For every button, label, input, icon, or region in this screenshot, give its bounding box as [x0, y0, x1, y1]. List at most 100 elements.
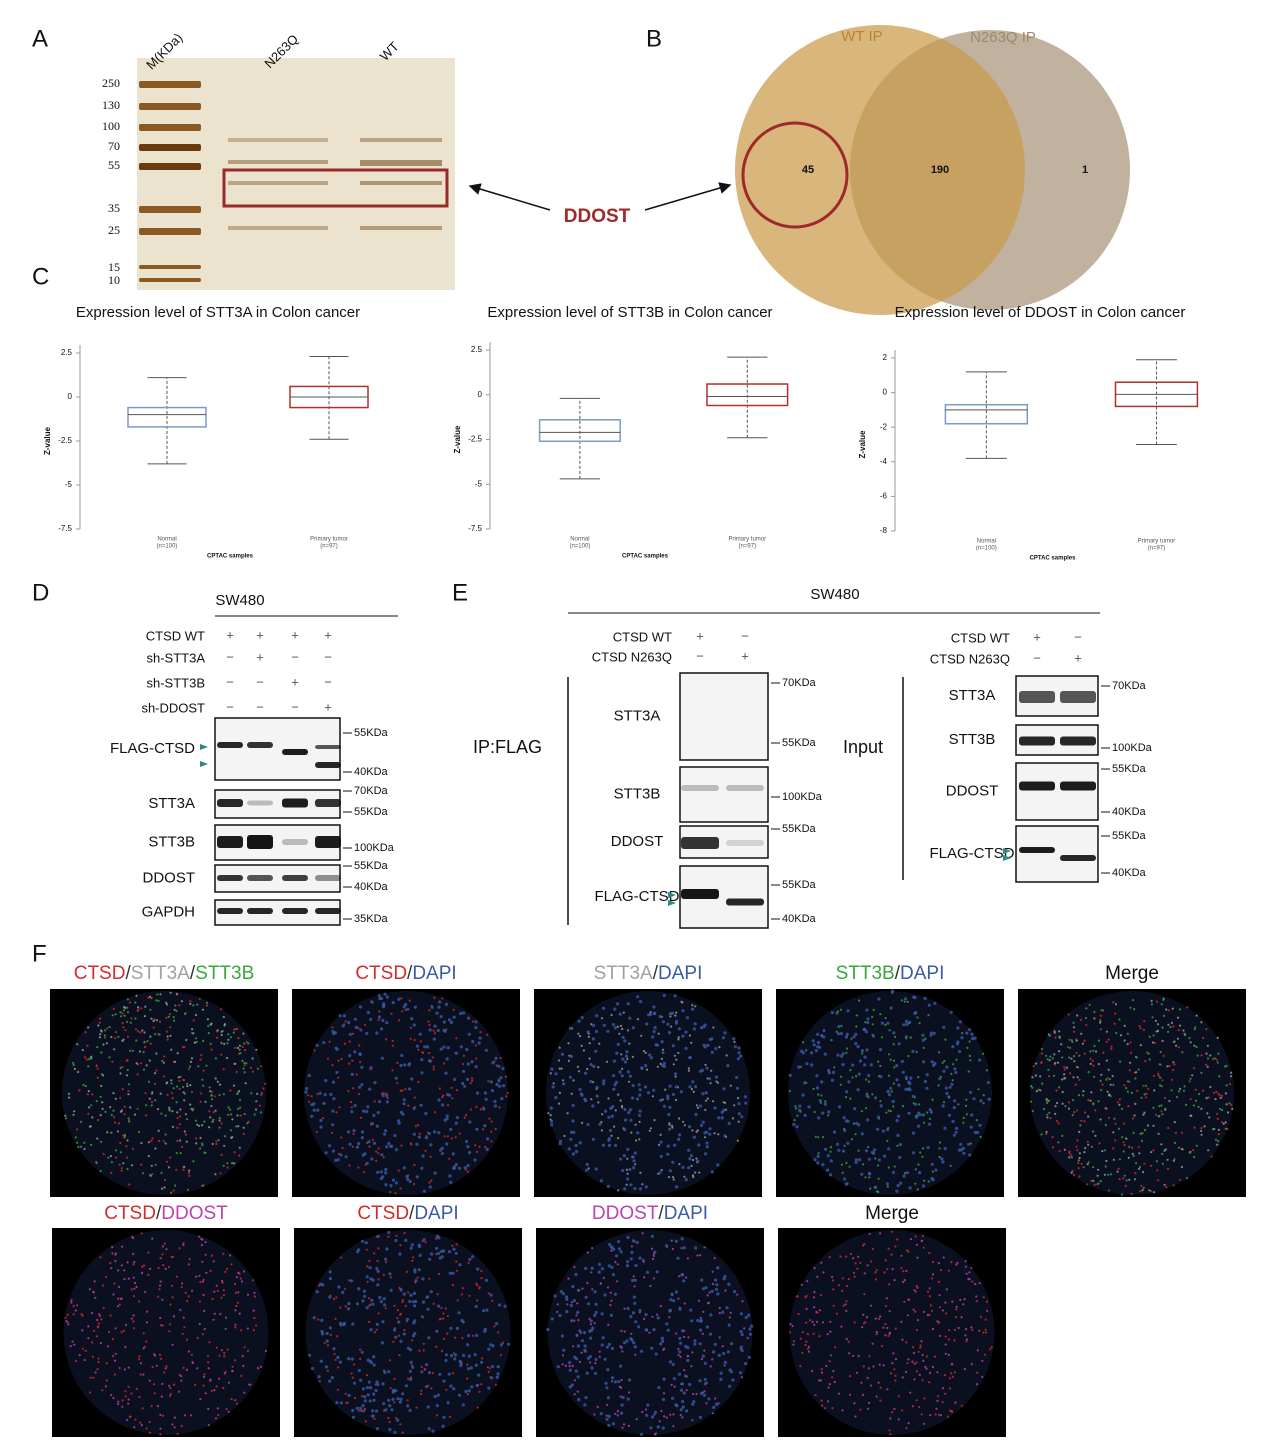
signal [94, 1371, 97, 1374]
signal [1218, 1094, 1221, 1097]
signal [377, 1015, 382, 1019]
signal [357, 1142, 361, 1146]
signal [843, 1144, 846, 1147]
signal [813, 1267, 816, 1270]
signal [905, 1171, 910, 1175]
signal [83, 1056, 87, 1059]
signal [679, 1090, 684, 1094]
signal [921, 1184, 926, 1188]
signal [490, 1120, 493, 1123]
signal [671, 1126, 674, 1129]
signal [632, 1275, 635, 1278]
signal [798, 1104, 802, 1108]
signal [469, 1108, 472, 1111]
signal [978, 1123, 982, 1127]
signal [98, 1312, 101, 1316]
signal [484, 1048, 488, 1052]
signal [692, 1158, 695, 1162]
signal [360, 1083, 364, 1087]
signal [949, 1010, 953, 1014]
signal [405, 1174, 409, 1179]
signal [862, 1244, 865, 1247]
signal [381, 1018, 385, 1023]
signal [731, 1117, 735, 1120]
signal [597, 1101, 600, 1104]
signal [1122, 1150, 1125, 1153]
signal [170, 1191, 173, 1194]
signal [440, 1146, 444, 1150]
signal [951, 1079, 954, 1082]
signal [1134, 1102, 1137, 1105]
signal [422, 1342, 425, 1345]
signal [92, 1376, 95, 1379]
signal [121, 1405, 124, 1408]
signal [377, 1018, 380, 1022]
signal [404, 1304, 407, 1307]
signal [1061, 1134, 1064, 1137]
signal [918, 1373, 921, 1376]
signal [709, 1365, 712, 1368]
signal [595, 1094, 599, 1098]
signal [199, 1100, 202, 1103]
signal [213, 1389, 216, 1392]
signal [445, 1142, 449, 1146]
signal [168, 1013, 171, 1016]
signal [406, 1177, 410, 1181]
signal [955, 1263, 958, 1266]
signal [128, 1119, 131, 1122]
signal [233, 1151, 236, 1154]
signal [1176, 1016, 1180, 1019]
signal [630, 1245, 634, 1248]
signal [475, 1091, 480, 1095]
signal [915, 1329, 918, 1332]
marker-label: 15 [108, 260, 120, 274]
signal [383, 1132, 387, 1136]
signal [903, 1300, 906, 1303]
signal [699, 1254, 702, 1257]
signal [163, 1178, 167, 1182]
signal [814, 1394, 817, 1397]
signal [462, 1054, 465, 1057]
condition-sign: − [256, 699, 264, 714]
signal [923, 1179, 926, 1182]
signal [896, 1184, 900, 1188]
condition-sign: + [256, 649, 264, 664]
signal [892, 1105, 895, 1108]
signal [844, 1303, 847, 1306]
signal [453, 1357, 457, 1361]
signal [310, 1114, 314, 1118]
signal [912, 1308, 915, 1311]
signal [242, 1132, 245, 1135]
signal [975, 1299, 978, 1303]
signal [622, 1423, 626, 1426]
signal [983, 1353, 987, 1356]
signal [674, 1290, 679, 1294]
signal [610, 1376, 615, 1380]
signal [190, 1353, 193, 1356]
signal [818, 1309, 822, 1312]
signal [1200, 1054, 1203, 1057]
signal [328, 1144, 332, 1148]
signal [945, 1312, 948, 1315]
signal [1030, 1084, 1033, 1088]
signal [1178, 1178, 1181, 1181]
signal [1138, 1025, 1141, 1028]
signal [666, 1144, 670, 1148]
signal [387, 1141, 391, 1146]
signal [1202, 1037, 1205, 1040]
condition-sign: − [324, 649, 332, 664]
signal [609, 1313, 614, 1317]
signal [805, 1049, 808, 1052]
signal [1161, 1152, 1164, 1156]
signal [934, 1413, 937, 1416]
signal [161, 1059, 164, 1063]
signal [1046, 1101, 1049, 1105]
signal [252, 1309, 255, 1312]
signal [813, 1306, 816, 1309]
signal [714, 1278, 718, 1282]
signal [624, 1118, 628, 1122]
signal [436, 1028, 440, 1033]
signal [239, 1052, 242, 1055]
signal [378, 996, 382, 1001]
signal [335, 1401, 339, 1405]
